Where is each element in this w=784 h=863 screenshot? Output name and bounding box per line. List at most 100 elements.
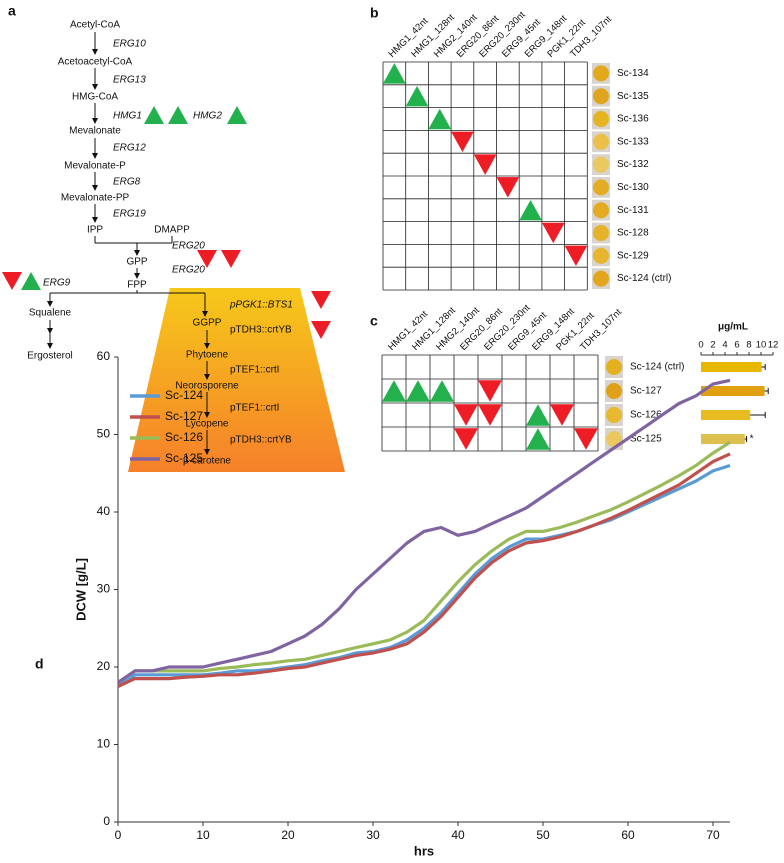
colony	[606, 359, 622, 375]
regulation-mark	[406, 380, 430, 402]
y-tick-label: 40	[97, 504, 111, 518]
strain-label: Sc-129	[617, 250, 649, 261]
regulation-mark	[454, 428, 478, 450]
strain-label: Sc-133	[617, 136, 649, 147]
strain-label: Sc-128	[617, 228, 649, 239]
x-tick-label: 60	[621, 828, 635, 842]
strain-label: Sc-136	[617, 114, 649, 125]
bar	[701, 434, 745, 444]
colony	[593, 179, 609, 196]
x-tick-label: 4	[722, 340, 727, 351]
enzyme-label: ERG13	[113, 75, 146, 86]
colony	[606, 383, 622, 399]
enzyme-label: ERG8	[113, 177, 141, 188]
regulation-mark	[526, 404, 550, 426]
strain-label: Sc-124 (ctrl)	[630, 362, 684, 373]
metabolite-label: GGPP	[193, 318, 222, 329]
regulation-icon	[221, 250, 241, 268]
x-tick-label: 50	[536, 828, 550, 842]
regulation-mark	[405, 85, 429, 107]
enzyme-label: HMG2	[193, 111, 222, 122]
series-line	[117, 452, 731, 688]
x-tick-label: 0	[698, 340, 703, 351]
panel-label: b	[370, 5, 379, 21]
x-tick-label: 10	[196, 828, 210, 842]
regulation-mark	[473, 154, 497, 175]
bar	[701, 386, 765, 396]
colony	[606, 407, 622, 423]
metabolite-label: DMAPP	[154, 225, 190, 236]
metabolite-label: GPP	[126, 257, 147, 268]
x-tick-label: 20	[281, 828, 295, 842]
colony	[593, 202, 609, 219]
colony	[593, 133, 609, 150]
metabolite-label: Acetyl-CoA	[70, 20, 120, 31]
enzyme-label: pPGK1::BTS1	[229, 300, 293, 311]
regulation-mark	[564, 245, 588, 267]
regulation-mark	[574, 428, 598, 450]
panel-label: a	[8, 3, 16, 19]
metabolite-label: β-carotene	[183, 456, 231, 467]
regulation-icon	[168, 106, 188, 124]
strain-label: Sc-124 (ctrl)	[617, 273, 671, 284]
metabolite-label: Mevalonate	[69, 126, 121, 137]
strain-label: Sc-126	[630, 410, 662, 421]
metabolite-label: pTEF1::crtI	[230, 403, 279, 414]
x-tick-label: 6	[734, 340, 739, 351]
x-tick-label: 30	[366, 828, 380, 842]
metabolite-label: FPP	[127, 280, 147, 291]
enzyme-label: ERG10	[113, 39, 146, 50]
regulation-icon	[144, 106, 164, 124]
metabolite-label: pTDH3::crtYB	[230, 435, 292, 446]
regulation-mark	[541, 222, 565, 244]
y-tick-label: 30	[97, 582, 111, 596]
strain-label: Sc-131	[617, 205, 649, 216]
regulation-icon	[311, 321, 331, 339]
x-tick-label: 2	[710, 340, 715, 351]
series-line	[117, 463, 731, 688]
bar	[701, 362, 762, 372]
x-tick-label: 8	[746, 340, 751, 351]
y-tick-label: 0	[103, 814, 110, 828]
metabolite-label: Ergosterol	[27, 351, 73, 362]
y-tick-label: 60	[97, 349, 111, 363]
regulation-mark	[478, 380, 502, 402]
regulation-icon	[21, 272, 41, 290]
regulation-mark	[428, 108, 452, 130]
colony	[593, 88, 609, 105]
metabolite-label: IPP	[87, 225, 103, 236]
y-tick-label: 20	[97, 659, 111, 673]
x-tick-label: 10	[756, 340, 767, 351]
regulation-mark	[382, 380, 406, 402]
enzyme-label: ERG12	[113, 143, 146, 154]
metabolite-label: Mevalonate-P	[64, 161, 126, 172]
colony	[593, 225, 609, 241]
panel-label: d	[35, 656, 44, 672]
regulation-mark	[519, 199, 542, 221]
regulation-icon	[227, 106, 247, 124]
regulation-icon	[197, 250, 217, 268]
bar	[701, 410, 751, 420]
panel-label: c	[370, 313, 378, 329]
legend-label: Sc-125	[165, 451, 203, 465]
strain-label: Sc-125	[630, 434, 662, 445]
regulation-mark	[478, 404, 502, 426]
colony	[593, 270, 609, 287]
colony	[606, 431, 622, 447]
strain-label: Sc-135	[617, 91, 649, 102]
metabolite-label: Squalene	[29, 308, 72, 319]
enzyme-label: ERG9	[43, 278, 71, 289]
metabolite-label: Acetoacetyl-CoA	[58, 57, 133, 68]
annotation: *	[750, 434, 754, 445]
series-line	[117, 440, 731, 684]
y-tick-label: 50	[97, 427, 111, 441]
legend-label: Sc-126	[165, 430, 203, 444]
chart-title: μg/mL	[718, 322, 748, 333]
strain-label: Sc-130	[617, 182, 649, 193]
y-tick-label: 10	[97, 737, 111, 751]
regulation-mark	[550, 404, 574, 426]
metabolite-label: HMG-CoA	[72, 92, 118, 103]
x-tick-label: 12	[768, 340, 779, 351]
regulation-mark	[496, 177, 520, 198]
